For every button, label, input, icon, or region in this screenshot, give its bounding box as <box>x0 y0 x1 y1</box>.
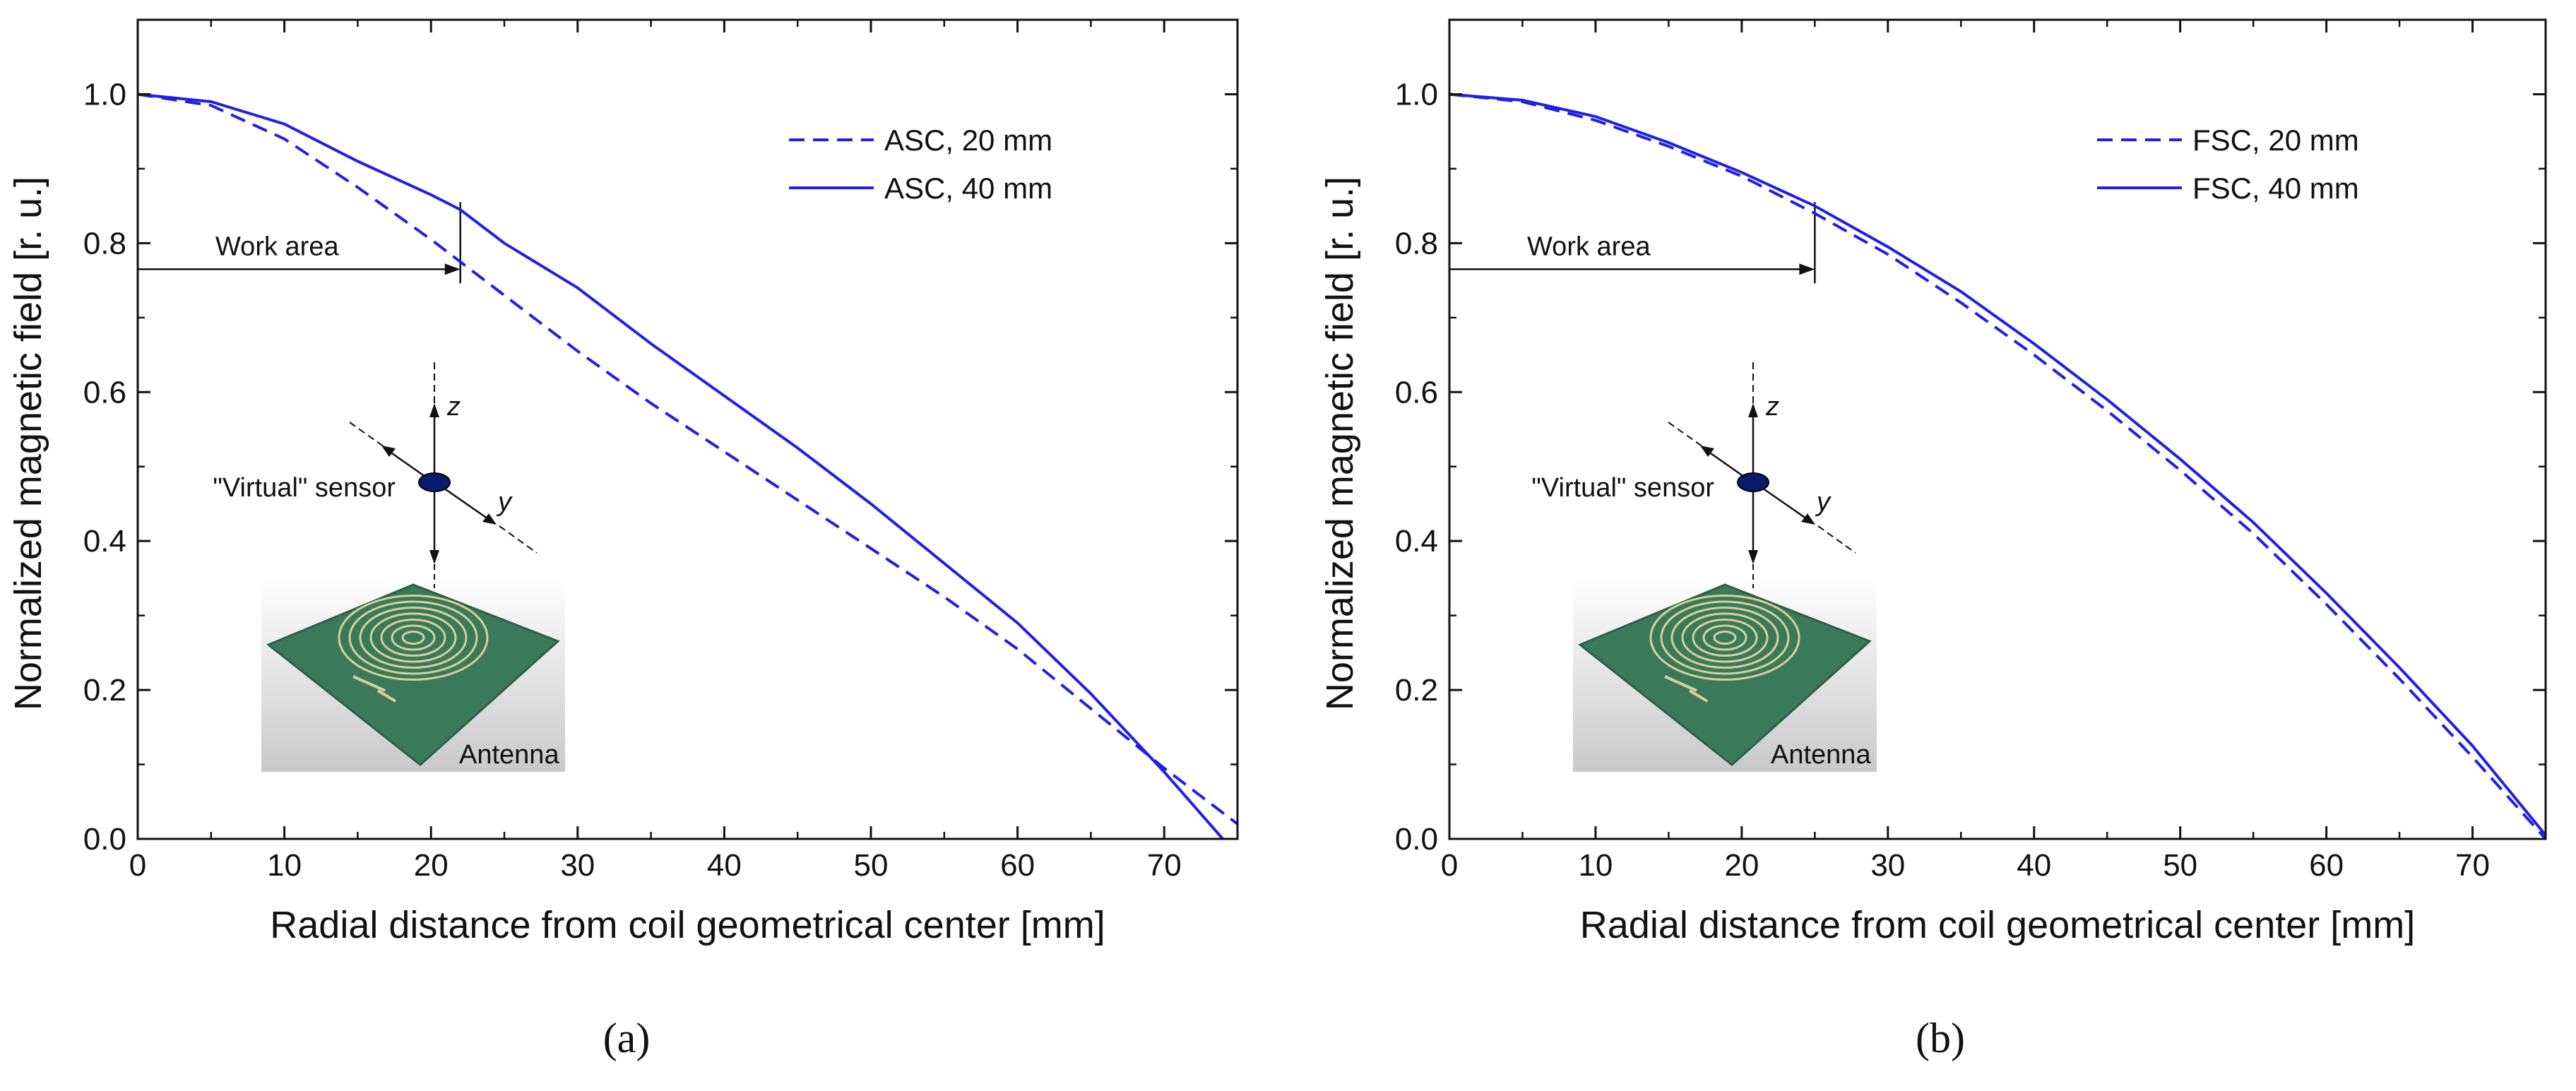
y-tick-label: 0.4 <box>1395 524 1438 559</box>
legend: FSC, 20 mm FSC, 40 mm <box>2097 124 2359 205</box>
y-tick-label: 0.8 <box>83 226 126 261</box>
y-tick-label: 0.0 <box>83 822 126 857</box>
series-line-1 <box>137 93 1239 825</box>
panel-label: (b) <box>1916 1015 1965 1061</box>
coil-lead <box>1688 689 1709 703</box>
coil-turn <box>1649 595 1800 681</box>
coil-turn <box>1702 624 1747 651</box>
work-area-arrowhead <box>444 263 461 275</box>
x-axis-arrow <box>1703 447 1747 479</box>
chart-panel-2: "Virtual" sensor z y Antenna Work area 0 10 20 3… <box>1319 18 2547 1061</box>
y-axis-label: y <box>1815 487 1832 517</box>
sensor-label: "Virtual" sensor <box>1531 473 1714 503</box>
virtual-sensor <box>1737 472 1769 492</box>
y-axis-dashed <box>499 525 538 554</box>
z-axis-label: z <box>446 392 461 422</box>
x-tick-label: 40 <box>707 848 742 883</box>
x-tick-label: 40 <box>2017 848 2051 883</box>
x-axis-arrow <box>384 447 428 479</box>
down-arrowhead <box>1748 550 1758 564</box>
work-area-label: Work area <box>1527 232 1651 261</box>
series-line-1 <box>1449 93 2547 840</box>
x-tick-label: 0 <box>129 848 146 883</box>
x-tick-label: 10 <box>1578 848 1613 883</box>
y-axis-arrow <box>441 485 493 523</box>
coil-turn <box>380 619 446 657</box>
x-arrowhead <box>1700 446 1714 457</box>
coil-lead <box>352 675 386 692</box>
y-tick-label: 1.0 <box>1395 77 1438 112</box>
series-line-2 <box>137 93 1224 840</box>
legend: ASC, 20 mm ASC, 40 mm <box>789 124 1052 205</box>
x-arrowhead <box>381 446 396 457</box>
x-tick-label: 20 <box>1724 848 1759 883</box>
y-tick-label: 0.2 <box>1395 673 1438 708</box>
x-axis-dashed <box>1668 422 1708 451</box>
sensor-label: "Virtual" sensor <box>213 473 396 503</box>
x-tick-label: 50 <box>2163 848 2197 883</box>
x-tick-label: 60 <box>2309 848 2344 883</box>
work-area-arrowhead <box>1799 263 1815 275</box>
y-tick-label: 0.8 <box>1395 226 1438 261</box>
x-tick-label: 10 <box>267 848 302 883</box>
chart-panel-1: "Virtual" sensor z y Antenna Work area 0 10 20 3… <box>7 18 1239 1061</box>
x-tick-label: 30 <box>560 848 595 883</box>
x-tick-label: 0 <box>1441 848 1458 883</box>
y-tick-label: 0.6 <box>1395 375 1438 410</box>
x-tick-label: 70 <box>2455 848 2490 883</box>
coil-turn <box>359 607 468 669</box>
y-axis-arrow <box>1759 485 1812 523</box>
coil-turn <box>1713 631 1737 645</box>
y-tick-label: 0.2 <box>83 673 126 708</box>
x-axis-dashed <box>349 422 389 451</box>
x-tick-label: 70 <box>1147 848 1182 883</box>
plot-frame <box>136 18 1239 840</box>
coil-turn <box>391 624 436 651</box>
coil-turn <box>1670 607 1779 669</box>
y-tick-label: 0.0 <box>1395 822 1438 857</box>
coil-lead <box>1664 675 1697 692</box>
y-tick-label: 1.0 <box>83 77 126 112</box>
coil-turn <box>348 600 478 675</box>
coil-turn <box>1692 619 1758 657</box>
series-line-2 <box>1449 93 2547 836</box>
x-tick-label: 20 <box>414 848 449 883</box>
coil-turn <box>401 631 425 645</box>
virtual-sensor <box>418 472 451 492</box>
y-axis-label: Normalized magnetic field [r. u.] <box>7 177 49 710</box>
work-area-label: Work area <box>215 232 339 261</box>
panel-label: (a) <box>603 1015 651 1061</box>
x-axis-label: Radial distance from coil geometrical ce… <box>1580 904 2415 946</box>
y-axis-label: Normalized magnetic field [r. u.] <box>1319 177 1361 710</box>
z-arrowhead <box>1748 403 1758 417</box>
inset-illustration: "Virtual" sensor z y Antenna <box>213 362 565 772</box>
y-arrowhead <box>482 513 497 525</box>
inset-illustration: "Virtual" sensor z y Antenna <box>1531 362 1877 772</box>
plot-frame <box>1448 18 2547 840</box>
antenna-label: Antenna <box>459 740 559 770</box>
y-tick-label: 0.6 <box>83 375 126 410</box>
coil-turn <box>1660 600 1790 675</box>
x-tick-label: 60 <box>1000 848 1035 883</box>
coil-lead <box>376 689 397 703</box>
y-axis-label: y <box>496 487 513 517</box>
coil-turn <box>1681 612 1769 663</box>
coil-turn <box>338 595 489 681</box>
down-arrowhead <box>429 550 439 564</box>
legend-entry-2: FSC, 40 mm <box>2192 172 2359 205</box>
z-axis-label: z <box>1765 392 1779 422</box>
y-arrowhead <box>1801 513 1815 525</box>
y-tick-label: 0.4 <box>83 524 126 559</box>
coil-turn <box>369 612 457 663</box>
legend-entry-2: ASC, 40 mm <box>884 172 1052 205</box>
y-axis-dashed <box>1817 525 1856 554</box>
legend-entry-1: ASC, 20 mm <box>884 124 1052 157</box>
x-tick-label: 30 <box>1870 848 1905 883</box>
x-tick-label: 50 <box>854 848 889 883</box>
x-axis-label: Radial distance from coil geometrical ce… <box>270 904 1105 946</box>
antenna-label: Antenna <box>1771 740 1871 770</box>
z-arrowhead <box>429 403 439 417</box>
legend-entry-1: FSC, 20 mm <box>2192 124 2359 157</box>
